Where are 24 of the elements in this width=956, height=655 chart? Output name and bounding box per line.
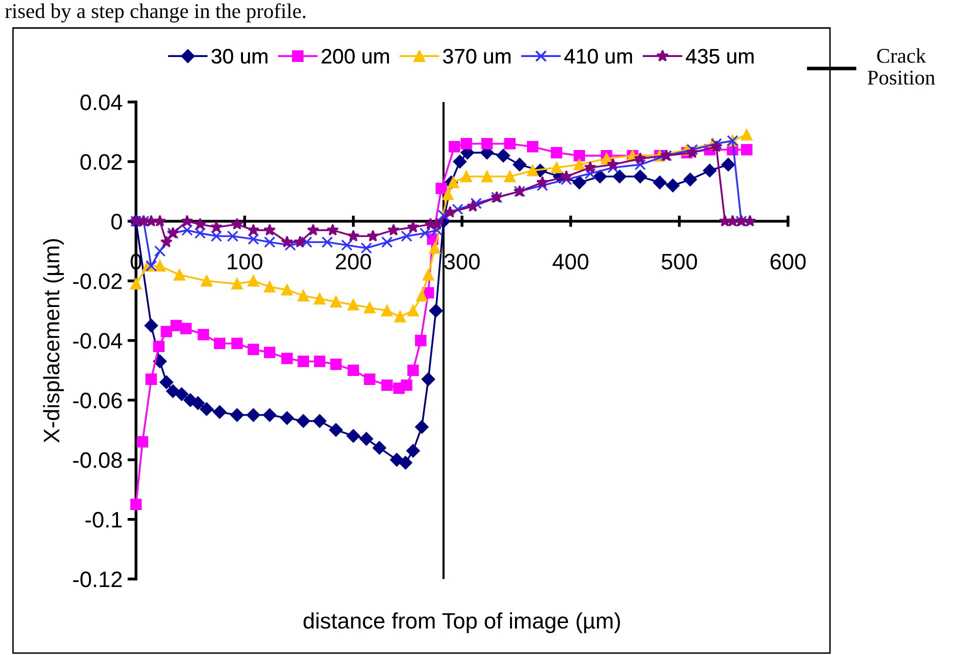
y-tick-label: -0.1 (86, 512, 122, 528)
legend-label: 200 um (322, 48, 389, 64)
y-tick-label: 0 (111, 214, 122, 230)
legend-label: 410 um (564, 48, 632, 64)
x-tick-label: 500 (662, 254, 698, 270)
legend-label: 370 um (443, 48, 510, 64)
x-tick-label: 300 (444, 254, 480, 270)
x-tick-label: 600 (770, 254, 806, 270)
x-tick-label: 200 (336, 254, 372, 270)
y-axis-title: X-displacement (µm) (43, 239, 64, 443)
y-tick-label: -0.12 (73, 572, 122, 588)
y-tick-label: -0.08 (73, 452, 122, 468)
legend-label: 30 um (212, 48, 268, 64)
x-axis-title: distance from Top of image (µm) (304, 612, 620, 634)
y-tick-label: -0.06 (73, 392, 122, 408)
legend-label: 435 um (686, 48, 754, 64)
y-tick-label: 0.02 (80, 154, 122, 170)
x-tick-label: 400 (552, 254, 588, 270)
x-tick-label: 100 (228, 254, 262, 270)
text: rised by a step change in the profile. (5, 3, 306, 22)
y-tick-label: 0.04 (80, 94, 122, 110)
y-tick-label: -0.04 (73, 333, 122, 349)
legend-label: Crack Position (868, 48, 936, 85)
y-tick-label: -0.02 (73, 273, 122, 290)
